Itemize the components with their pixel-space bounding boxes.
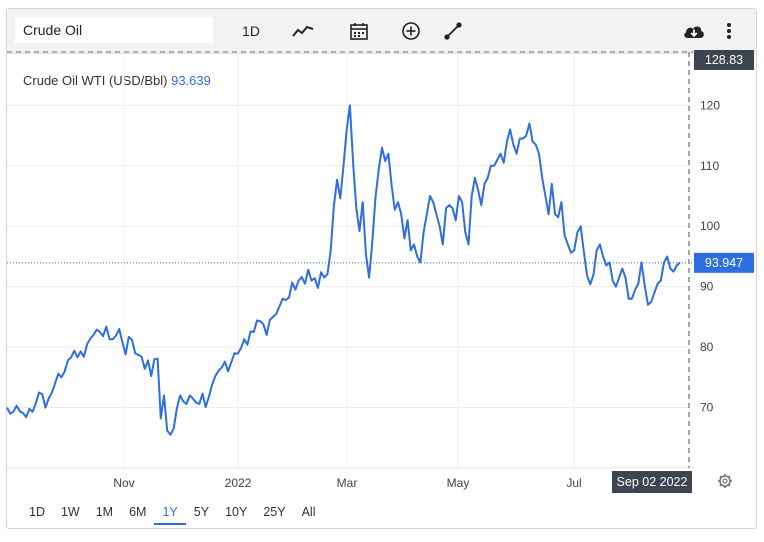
add-circle-icon[interactable] <box>399 19 423 43</box>
range-button-all[interactable]: All <box>301 505 316 519</box>
calendar-icon[interactable] <box>347 19 371 43</box>
chart-widget: 1D Crude Oil WTI (USD/Bbl) 93.639 1D 1W 1M… <box>6 8 757 529</box>
range-button-5y[interactable]: 5Y <box>193 505 210 519</box>
range-button-10y[interactable]: 10Y <box>225 505 248 519</box>
range-button-6m[interactable]: 6M <box>129 505 147 519</box>
range-button-1w[interactable]: 1W <box>60 505 80 519</box>
last-price: 93.639 <box>171 73 211 88</box>
chart-title: Crude Oil WTI (USD/Bbl) 93.639 <box>23 73 211 88</box>
range-button-1d[interactable]: 1D <box>29 505 45 519</box>
settings-icon[interactable] <box>718 474 732 488</box>
interval-button[interactable]: 1D <box>242 23 260 39</box>
cloud-download-icon[interactable] <box>681 19 707 43</box>
more-vertical-icon[interactable] <box>721 19 737 43</box>
instrument-name: Crude Oil WTI (USD/Bbl) <box>23 73 168 88</box>
range-button-25y[interactable]: 25Y <box>263 505 286 519</box>
chart-toolbar: 1D <box>7 9 756 54</box>
range-button-1y[interactable]: 1Y <box>154 501 186 525</box>
range-button-1m[interactable]: 1M <box>95 505 114 519</box>
range-selector: 1D 1W 1M 6M 1Y 5Y 10Y 25Y All <box>21 501 323 525</box>
symbol-search-input[interactable] <box>15 17 213 43</box>
line-chart-icon[interactable] <box>290 19 316 43</box>
draw-line-icon[interactable] <box>441 19 465 43</box>
